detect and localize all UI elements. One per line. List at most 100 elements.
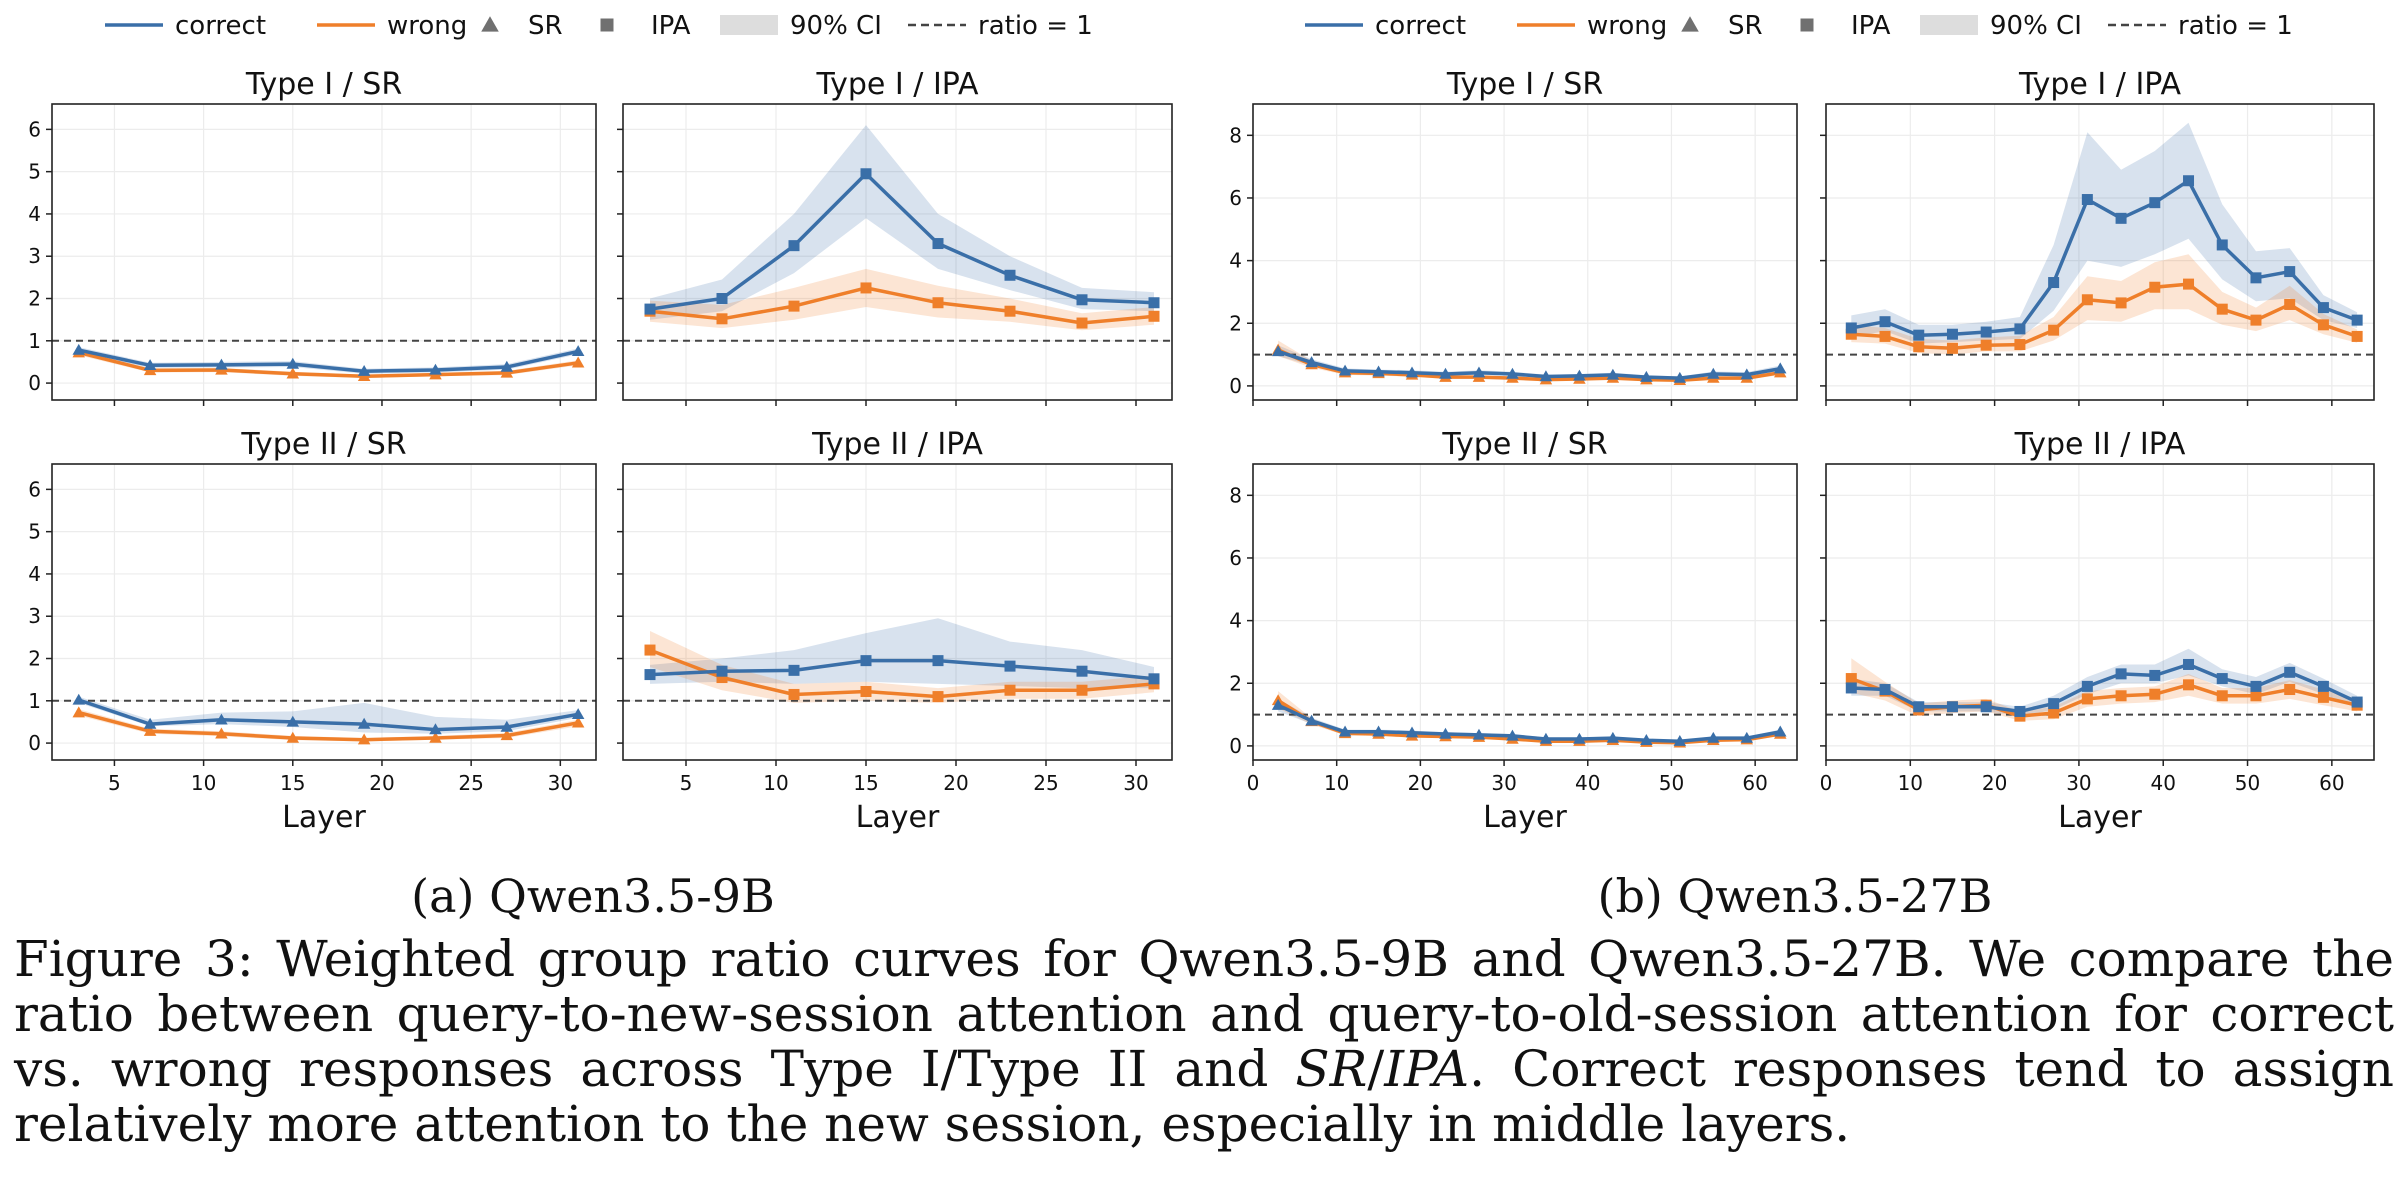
data-point-wrong: [286, 731, 300, 743]
data-point-wrong: [860, 282, 872, 294]
data-point-correct: [1004, 269, 1016, 281]
panel-3: 5 10 15 20 25 30 0 1 2 3 4 5 6 Type II / SR Layer: [28, 427, 597, 835]
data-point-wrong: [2048, 707, 2060, 719]
data-point-correct: [1305, 356, 1318, 368]
data-point-correct: [72, 693, 86, 705]
data-point-wrong: [1076, 684, 1088, 696]
series-line-correct: [1851, 662, 2358, 714]
data-point-correct: [2081, 680, 2093, 692]
series-line-correct: [78, 698, 579, 732]
legend-b: correct wrong SR IPA 90% CI ratio = 1: [1305, 11, 2293, 41]
y-tick-label: 3: [28, 244, 41, 268]
data-point-correct: [1472, 366, 1486, 378]
legend-correct-label: correct: [175, 11, 266, 41]
series-line-correct: [78, 348, 579, 373]
legend-ci-label: 90% CI: [790, 11, 882, 41]
data-point-correct: [1740, 368, 1754, 380]
series-line-correct: [1277, 703, 1781, 743]
data-point-wrong: [2216, 690, 2228, 702]
data-point-wrong: [2115, 690, 2127, 702]
data-point-wrong: [1004, 684, 1016, 696]
x-tick-label: 40: [2151, 771, 2176, 795]
series-line-wrong: [78, 710, 579, 742]
ci-band-wrong: [650, 631, 1154, 703]
data-point-correct: [2250, 680, 2262, 692]
legend-ipa-label: IPA: [651, 11, 691, 41]
x-tick-label: 15: [853, 771, 878, 795]
ci-band-correct: [650, 125, 1154, 320]
legend-sr-marker: [481, 16, 499, 32]
legend-sr-label: SR: [1728, 11, 1763, 41]
data-point-correct: [1305, 714, 1318, 726]
x-tick-label: 30: [1491, 771, 1516, 795]
data-point-correct: [2284, 666, 2296, 678]
data-point-correct: [2014, 705, 2026, 717]
legend-sr-marker: [1681, 16, 1699, 32]
panel-title: Type II / IPA: [2014, 427, 2186, 462]
data-point-correct: [143, 717, 157, 729]
y-tick-label: 1: [28, 329, 41, 353]
data-point-correct: [2048, 698, 2060, 710]
x-tick-label: 10: [763, 771, 788, 795]
data-point-wrong: [2081, 294, 2093, 306]
legend-ci-swatch: [720, 15, 778, 35]
data-point-correct: [1148, 673, 1160, 685]
x-tick-label: 5: [108, 771, 121, 795]
data-point-correct: [1673, 371, 1687, 383]
series-line-wrong: [1277, 699, 1781, 745]
series-line-correct: [649, 658, 1155, 681]
data-point-correct: [2115, 668, 2127, 680]
x-tick-label: 30: [1123, 771, 1148, 795]
caption-slash: /: [1367, 1040, 1385, 1098]
data-point-correct: [1539, 732, 1553, 744]
y-tick-label: 4: [1229, 249, 1242, 273]
data-point-wrong: [1946, 342, 1958, 354]
data-point-wrong: [1913, 341, 1925, 353]
y-tick-label: 4: [28, 202, 41, 226]
series-line-wrong: [649, 286, 1155, 325]
series-line-wrong: [649, 648, 1155, 699]
data-point-correct: [1879, 316, 1891, 328]
data-point-correct: [1539, 370, 1553, 382]
legends: correct wrong SR IPA 90% CI ratio = 1 correct w…: [105, 11, 2293, 41]
ci-band-correct: [78, 347, 579, 374]
data-point-correct: [1472, 728, 1486, 740]
x-axis-label: Layer: [856, 800, 940, 835]
data-point-correct: [2351, 314, 2363, 326]
data-point-correct: [1980, 326, 1992, 338]
data-point-correct: [1845, 322, 1857, 334]
data-point-correct: [1372, 365, 1385, 377]
data-point-wrong: [357, 733, 371, 745]
data-point-correct: [1573, 369, 1586, 381]
data-point-correct: [716, 293, 728, 305]
data-point-correct: [500, 720, 514, 732]
plot-frame: [1825, 103, 2375, 401]
y-tick-label: 2: [28, 287, 41, 311]
data-point-correct: [2014, 323, 2026, 335]
y-tick-label: 4: [28, 562, 41, 586]
series-line-correct: [1850, 178, 2358, 337]
data-point-correct: [1606, 368, 1620, 380]
data-point-correct: [1506, 367, 1519, 379]
data-point-wrong: [1004, 305, 1016, 317]
subcaption-a: (a) Qwen3.5-9B: [411, 869, 775, 923]
series-line-wrong: [78, 350, 579, 379]
x-tick-label: 5: [680, 771, 693, 795]
data-point-correct: [1004, 660, 1016, 672]
data-point-correct: [1439, 367, 1452, 379]
ci-band-correct: [78, 696, 579, 734]
ci-band-wrong: [1851, 254, 2358, 355]
x-axis-label: Layer: [1483, 800, 1567, 835]
data-point-correct: [1913, 701, 1925, 713]
data-point-wrong: [571, 716, 585, 728]
data-point-correct: [2183, 658, 2195, 670]
data-point-correct: [2149, 197, 2161, 209]
panel-8: 0 10 20 30 40 50 60 Type II / IPA Layer: [1820, 427, 2375, 835]
data-point-wrong: [2250, 314, 2262, 326]
plot-frame: [622, 463, 1173, 761]
data-point-correct: [1271, 345, 1285, 357]
y-tick-label: 8: [1229, 483, 1242, 507]
data-point-correct: [357, 364, 371, 376]
data-point-wrong: [932, 297, 944, 309]
data-point-correct: [1640, 370, 1653, 382]
